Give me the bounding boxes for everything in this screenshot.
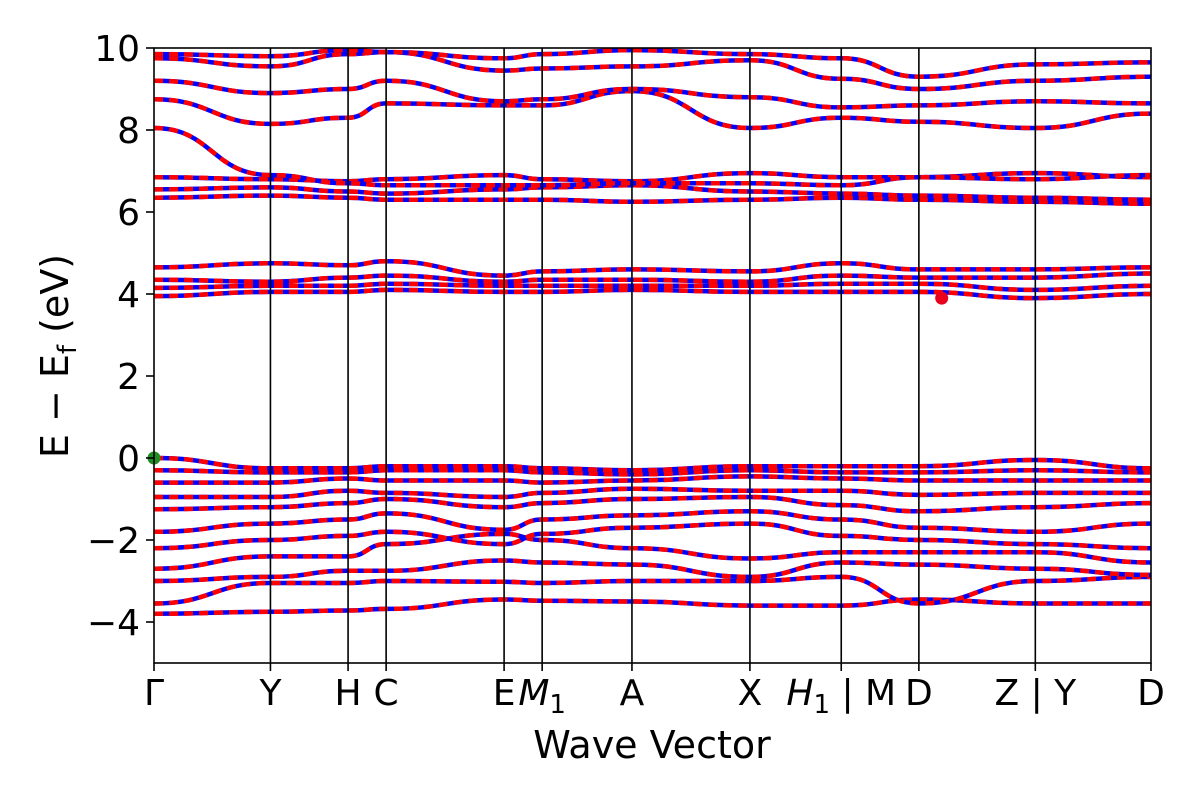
x-tick-label-2: H [335,673,362,714]
x-tick-label-7: X [738,673,763,714]
x-tick-label-6: A [620,673,645,714]
y-tick-label: 6 [117,193,140,234]
x-tick-label-3: C [374,673,399,714]
x-axis-title: Wave Vector [533,723,771,767]
x-tick-label-10: Z | Y [994,673,1077,714]
x-tick-label-0: Γ [144,673,164,714]
band-10-spin-up [154,455,1151,473]
band-11-spin-up [154,287,1151,301]
y-tick-label: 0 [117,439,140,480]
band-7-spin-up [154,486,1151,500]
band-8-spin-up [154,474,1151,485]
band-18-spin-up [154,125,1151,188]
band-16-spin-up [154,183,1151,202]
y-tick-label: 10 [94,29,140,70]
band-1-spin-up [154,574,1151,606]
x-tick-label-1: Y [258,673,282,714]
band-5-spin-up [154,509,1151,535]
band-3-spin-up [154,531,1151,571]
y-axis: −4 −2 0 2 4 6 8 10 [87,29,154,644]
bands-layer [154,48,1151,617]
band-21-spin-down [154,49,1151,92]
band-20-spin-up [154,78,1151,110]
band-4-spin-up [154,521,1151,551]
band-9-spin-up [154,468,1151,477]
band-2-spin-up [154,558,1151,584]
x-tick-label-8: H1 | M [786,673,896,720]
band-13-spin-up [154,271,1151,284]
y-tick-label: −2 [87,521,140,562]
plot-background [154,48,1151,663]
y-tick-label: 8 [117,111,140,152]
y-axis-title: E − Ef (eV) [33,254,83,458]
cbm-marker [935,291,949,305]
x-tick-label-5: M1 [518,673,566,720]
x-tick-label-4: E [493,673,516,714]
y-axis-title-subscript: f [53,344,83,354]
x-tick-label-11: D [1137,673,1165,714]
y-axis-title-unit: (eV) [33,254,77,345]
plot-frame [153,47,1152,664]
band-6-spin-up [154,494,1151,514]
band-14-spin-up [154,258,1151,278]
y-tick-label: −4 [87,603,140,644]
x-tick-label-9: D [905,673,933,714]
band-15-spin-up [154,193,1151,207]
y-tick-label: 4 [117,275,140,316]
y-axis-title-main: E − E [33,354,77,458]
y-tick-label: 2 [117,357,140,398]
band-12-spin-up [154,281,1151,293]
band-19-spin-up [154,88,1151,131]
band-22-spin-up [154,48,1151,79]
k-point-lines [269,48,1037,663]
